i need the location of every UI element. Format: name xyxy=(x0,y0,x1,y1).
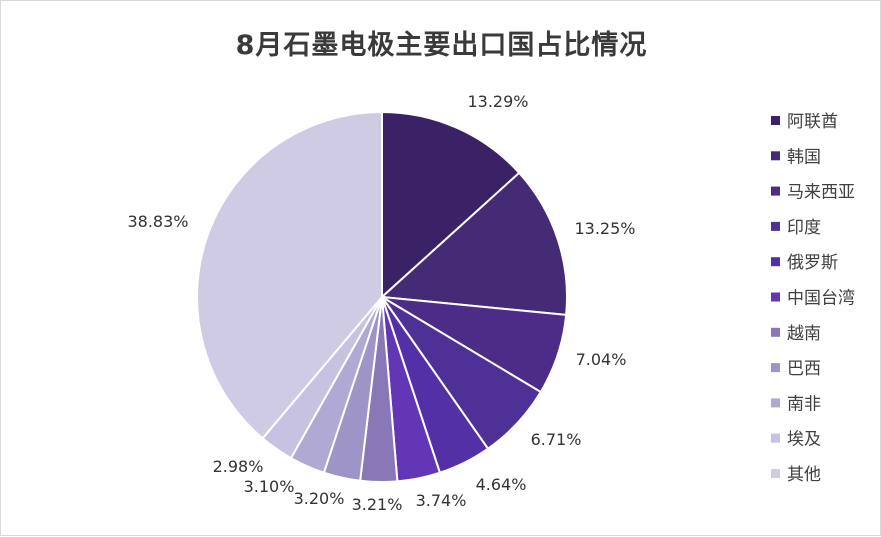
pie-labels: 13.29% 13.25% 7.04% 6.71% 4.64% 3.74% 3.21% 3.2… xyxy=(127,92,635,514)
legend-swatch-4 xyxy=(771,221,780,231)
data-label-1: 13.29% xyxy=(467,92,528,111)
legend-label-3: 马来西亚 xyxy=(787,183,855,203)
legend-label-5: 俄罗斯 xyxy=(787,253,838,273)
data-label-10: 2.98% xyxy=(213,457,264,476)
legend-swatch-3 xyxy=(771,186,780,196)
legend-label-4: 印度 xyxy=(787,218,821,238)
legend-swatch-8 xyxy=(771,363,780,373)
legend-swatch-7 xyxy=(771,327,780,337)
chart-title: 8月石墨电极主要出口国占比情况 xyxy=(235,30,648,61)
pie-slice-11 xyxy=(196,110,383,440)
legend-label-7: 越南 xyxy=(787,324,821,344)
pie-slices xyxy=(196,110,568,483)
legend-label-9: 南非 xyxy=(787,394,821,414)
data-label-2: 13.25% xyxy=(574,219,635,238)
legend-label-1: 阿联酋 xyxy=(787,112,838,132)
legend-label-10: 埃及 xyxy=(787,430,821,450)
legend-label-8: 巴西 xyxy=(787,359,821,379)
data-label-7: 3.21% xyxy=(352,495,403,514)
legend-swatch-6 xyxy=(771,292,780,302)
legend-label-11: 其他 xyxy=(787,465,821,485)
data-label-3: 7.04% xyxy=(576,350,627,369)
data-label-6: 3.74% xyxy=(416,491,467,510)
data-label-11: 38.83% xyxy=(127,212,188,231)
data-label-9: 3.10% xyxy=(244,477,295,496)
legend-label-6: 中国台湾 xyxy=(787,289,855,309)
data-label-4: 6.71% xyxy=(531,430,582,449)
data-label-5: 4.64% xyxy=(476,475,527,494)
pie-slice-2 xyxy=(379,171,568,316)
legend-swatch-5 xyxy=(771,257,780,267)
legend-label-2: 韩国 xyxy=(787,147,821,167)
legend-swatch-2 xyxy=(771,151,780,161)
legend-swatch-11 xyxy=(771,469,780,478)
legend-swatch-9 xyxy=(771,398,780,408)
pie-slice-1 xyxy=(381,110,521,300)
legend-swatch-1 xyxy=(771,116,780,125)
legend-swatch-10 xyxy=(771,433,780,443)
data-label-8: 3.20% xyxy=(294,489,345,508)
